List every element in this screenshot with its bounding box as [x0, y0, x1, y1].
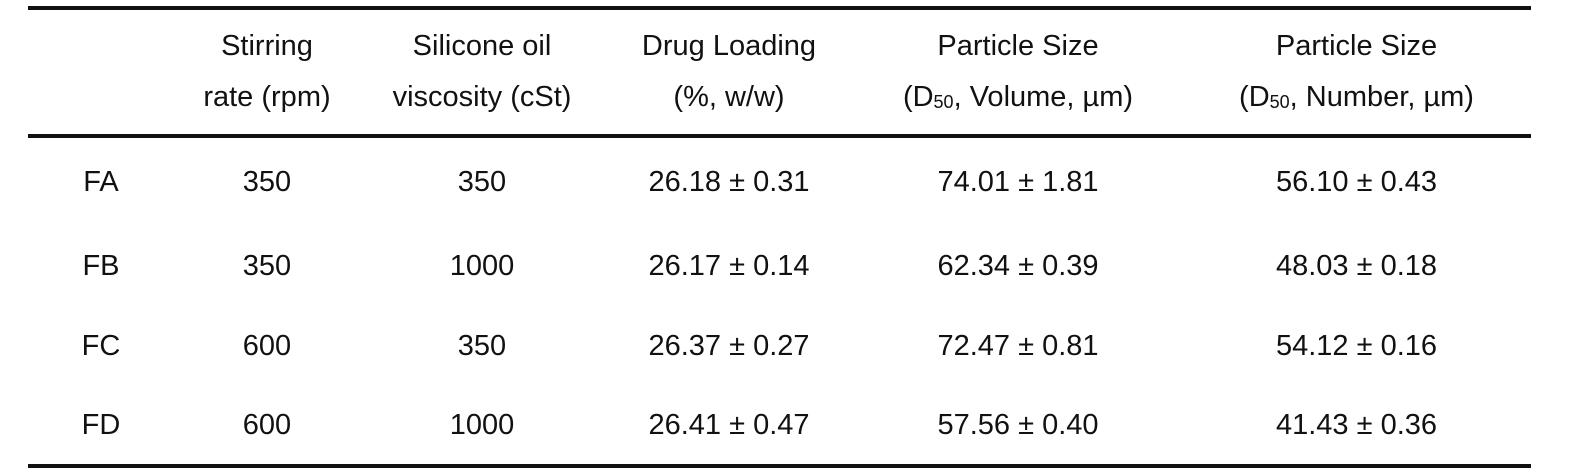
cell-d50-number: 48.03 ± 0.18	[1275, 249, 1438, 282]
header-d50-number-pre: (D	[1239, 81, 1270, 113]
formulation-table: Stirring rate (rpm) Silicone oil viscosi…	[28, 6, 1531, 468]
header-row: Stirring rate (rpm) Silicone oil viscosi…	[28, 8, 1531, 136]
cell-drug-loading: 26.17 ± 0.14	[648, 249, 810, 282]
cell-formulation: FA	[83, 165, 119, 198]
header-d50-volume-subscript: 50	[933, 92, 954, 112]
cell-drug-loading: 26.37 ± 0.27	[648, 329, 810, 362]
cell-viscosity: 1000	[449, 249, 515, 282]
header-stirring-rate-line1: Stirring	[221, 30, 313, 62]
table-body: FA 350 350 26.18 ± 0.31 74.01 ± 1.81 56.…	[28, 136, 1531, 466]
header-d50-volume: Particle Size (D50, Volume, µm)	[854, 8, 1182, 136]
header-d50-number-line2: (D50, Number, µm)	[1182, 72, 1531, 123]
header-stirring-rate-line2: rate (rpm)	[203, 81, 331, 113]
cell-formulation: FB	[82, 249, 120, 282]
header-d50-volume-line2: (D50, Volume, µm)	[854, 72, 1182, 123]
cell-d50-number: 54.12 ± 0.16	[1275, 329, 1438, 362]
cell-formulation: FD	[81, 408, 121, 441]
header-drug-loading-line2: (%, w/w)	[673, 81, 785, 113]
data-table-container: Stirring rate (rpm) Silicone oil viscosi…	[28, 6, 1531, 468]
cell-formulation: FC	[81, 329, 121, 362]
cell-d50-volume: 57.56 ± 0.40	[937, 408, 1099, 441]
header-d50-volume-pre: (D	[902, 81, 934, 113]
table-row: FB 350 1000 26.17 ± 0.14 62.34 ± 0.39 48…	[28, 226, 1531, 306]
table-row: FD 600 1000 26.41 ± 0.47 57.56 ± 0.40 41…	[28, 386, 1531, 466]
header-d50-number: Particle Size (D50, Number, µm)	[1182, 8, 1531, 136]
header-formulation	[28, 8, 174, 136]
cell-drug-loading: 26.41 ± 0.47	[648, 408, 810, 441]
cell-viscosity: 350	[457, 165, 507, 198]
header-d50-volume-post: , Volume, µm)	[953, 81, 1134, 113]
cell-d50-volume: 74.01 ± 1.81	[937, 165, 1099, 198]
header-d50-volume-line1: Particle Size	[937, 30, 1099, 62]
cell-viscosity: 1000	[449, 408, 515, 441]
table-row: FC 600 350 26.37 ± 0.27 72.47 ± 0.81 54.…	[28, 306, 1531, 386]
header-d50-number-subscript: 50	[1269, 92, 1290, 112]
header-viscosity-line1: Silicone oil	[412, 30, 552, 62]
header-viscosity-line2: viscosity (cSt)	[392, 81, 572, 113]
cell-d50-number: 56.10 ± 0.43	[1275, 165, 1438, 198]
cell-d50-volume: 62.34 ± 0.39	[937, 249, 1099, 282]
cell-stirring-rate: 600	[242, 329, 292, 362]
table-header: Stirring rate (rpm) Silicone oil viscosi…	[28, 8, 1531, 136]
header-d50-number-post: , Number, µm)	[1289, 81, 1474, 113]
header-viscosity: Silicone oil viscosity (cSt)	[360, 8, 604, 136]
cell-stirring-rate: 600	[242, 408, 292, 441]
cell-stirring-rate: 350	[242, 165, 292, 198]
header-d50-number-line1: Particle Size	[1275, 30, 1438, 62]
cell-d50-volume: 72.47 ± 0.81	[937, 329, 1099, 362]
cell-viscosity: 350	[457, 329, 507, 362]
header-drug-loading-line1: Drug Loading	[641, 30, 817, 62]
header-drug-loading: Drug Loading (%, w/w)	[604, 8, 854, 136]
cell-d50-number: 41.43 ± 0.36	[1275, 408, 1438, 441]
cell-stirring-rate: 350	[242, 249, 292, 282]
table-row: FA 350 350 26.18 ± 0.31 74.01 ± 1.81 56.…	[28, 136, 1531, 226]
cell-drug-loading: 26.18 ± 0.31	[648, 165, 810, 198]
header-stirring-rate: Stirring rate (rpm)	[174, 8, 360, 136]
